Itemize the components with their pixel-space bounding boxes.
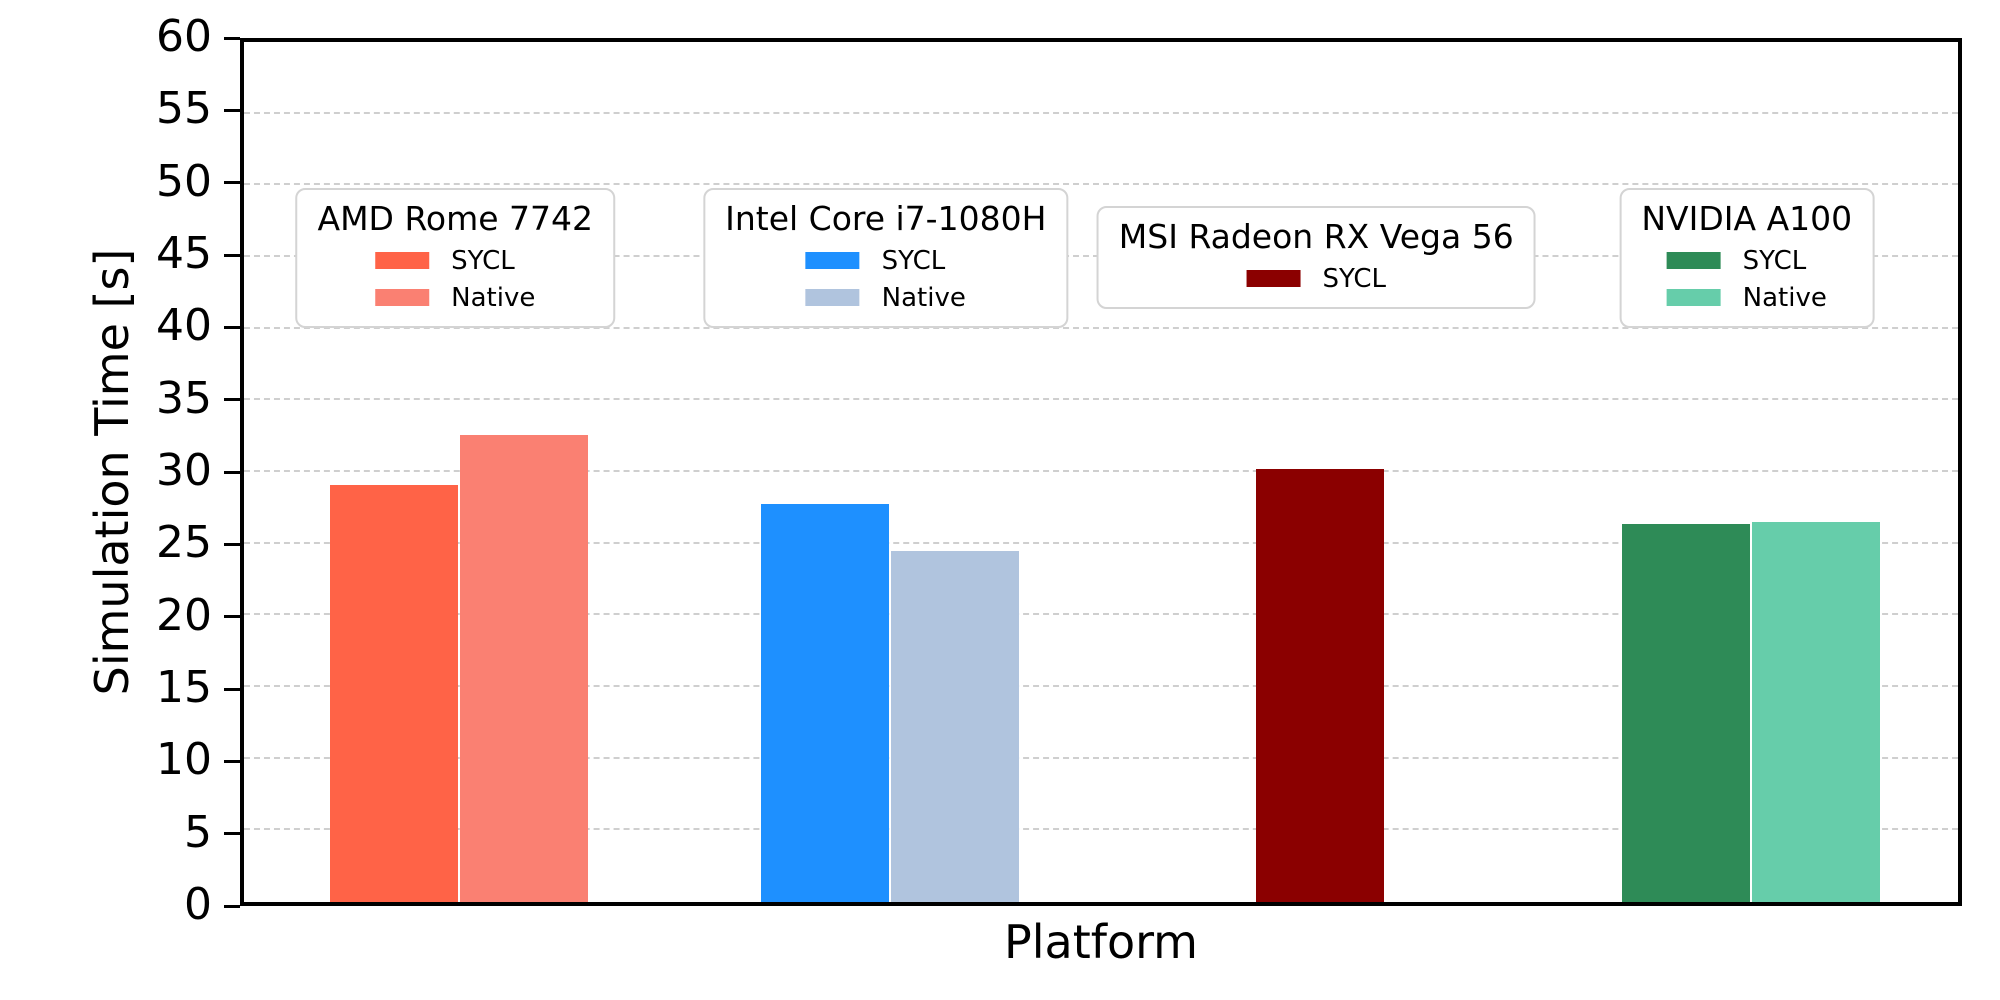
- gridline-10: [244, 756, 1958, 759]
- legend-entries: SYCL Native: [375, 242, 535, 316]
- legend-entry-native: Native: [1666, 279, 1827, 316]
- y-tick-15: [224, 687, 240, 691]
- bar-msi-radeon-rx-vega-56-sycl: [1256, 469, 1385, 902]
- y-tick-label-50: 50: [156, 155, 212, 207]
- legend-entry-label: SYCL: [1742, 245, 1807, 276]
- y-tick-label-10: 10: [156, 734, 212, 786]
- legend-entry-label: Native: [881, 282, 966, 313]
- bar-nvidia-a100-sycl: [1621, 523, 1750, 902]
- gridline-55: [244, 111, 1958, 114]
- legend-entry-native: Native: [375, 279, 535, 316]
- y-tick-5: [224, 832, 240, 836]
- gridline-5: [244, 828, 1958, 831]
- bar-amd-rome-7742-sycl: [330, 484, 459, 902]
- y-tick-label-0: 0: [184, 879, 212, 930]
- legend-title: AMD Rome 7742: [317, 199, 594, 238]
- legend-swatch-sycl: [375, 252, 430, 269]
- y-tick-0: [224, 904, 240, 908]
- legend-title: NVIDIA A100: [1641, 199, 1853, 238]
- legend-entry-sycl: SYCL: [1246, 260, 1386, 297]
- legend-swatch-native: [805, 289, 860, 306]
- y-tick-label-15: 15: [156, 662, 212, 713]
- legend-swatch-native: [1666, 289, 1721, 306]
- legend-entry-sycl: SYCL: [805, 242, 946, 279]
- y-tick-45: [224, 253, 240, 257]
- y-tick-55: [224, 108, 240, 112]
- gridline-15: [244, 685, 1958, 687]
- legend-entries: SYCL: [1246, 260, 1386, 297]
- legend-swatch-sycl: [805, 252, 860, 269]
- legend-swatch-sycl: [1246, 270, 1301, 287]
- legend-entry-native: Native: [805, 279, 966, 316]
- y-tick-label-55: 55: [156, 83, 212, 135]
- legend-swatch-sycl: [1666, 252, 1721, 269]
- legend-title: Intel Core i7-1080H: [725, 199, 1047, 238]
- y-tick-10: [224, 759, 240, 763]
- legend-intel-core-i7-1080h: Intel Core i7-1080H SYCL Native: [703, 188, 1069, 328]
- plot-area: [240, 38, 1962, 906]
- legend-entries: SYCL Native: [805, 242, 966, 316]
- y-tick-50: [224, 181, 240, 185]
- y-tick-30: [224, 470, 240, 474]
- x-axis-label: Platform: [1004, 915, 1198, 969]
- gridline-40: [244, 326, 1958, 329]
- legend-msi-radeon-rx-vega-56: MSI Radeon RX Vega 56 SYCL: [1096, 206, 1536, 309]
- legend-nvidia-a100: NVIDIA A100 SYCL Native: [1619, 188, 1875, 328]
- gridline-35: [244, 398, 1958, 401]
- y-tick-label-60: 60: [156, 11, 212, 62]
- y-tick-label-45: 45: [156, 228, 212, 279]
- y-tick-20: [224, 615, 240, 619]
- y-tick-60: [224, 36, 240, 40]
- y-tick-label-30: 30: [156, 445, 212, 496]
- y-tick-label-20: 20: [156, 589, 212, 641]
- legend-entry-sycl: SYCL: [375, 242, 515, 279]
- legend-title: MSI Radeon RX Vega 56: [1118, 217, 1514, 256]
- y-tick-label-35: 35: [156, 372, 212, 424]
- legend-entry-label: Native: [451, 282, 536, 313]
- gridline-30: [244, 470, 1958, 472]
- y-tick-label-25: 25: [156, 517, 212, 569]
- bar-nvidia-a100-native: [1751, 522, 1880, 902]
- y-tick-35: [224, 398, 240, 402]
- legend-entries: SYCL Native: [1666, 242, 1827, 316]
- legend-entry-label: SYCL: [881, 245, 946, 276]
- bar-intel-core-i7-1080h-sycl: [760, 503, 889, 902]
- y-tick-label-40: 40: [156, 300, 212, 352]
- y-tick-25: [224, 542, 240, 546]
- y-tick-label-5: 5: [184, 806, 212, 858]
- legend-swatch-native: [375, 289, 430, 306]
- legend-entry-label: SYCL: [1322, 263, 1387, 294]
- gridline-50: [244, 183, 1958, 186]
- gridline-20: [244, 613, 1958, 616]
- legend-entry-label: SYCL: [451, 245, 515, 276]
- legend-entry-label: Native: [1742, 282, 1827, 313]
- bar-amd-rome-7742-native: [460, 434, 589, 902]
- bar-intel-core-i7-1080h-native: [890, 550, 1019, 902]
- legend-entry-sycl: SYCL: [1666, 242, 1807, 279]
- y-tick-40: [224, 325, 240, 329]
- legend-amd-rome-7742: AMD Rome 7742 SYCL Native: [295, 188, 616, 328]
- gridline-25: [244, 541, 1958, 544]
